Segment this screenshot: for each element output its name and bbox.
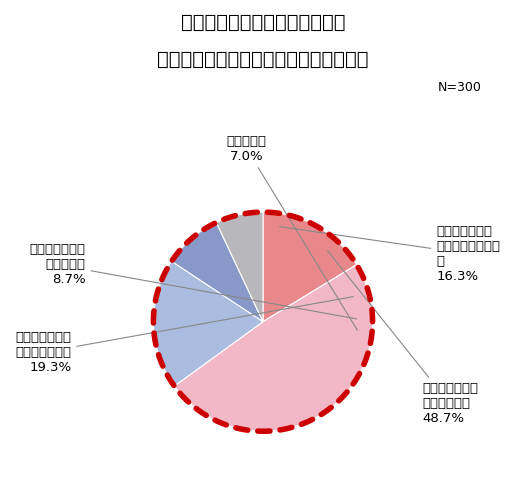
- Text: 必要な情報が不
足している
8.7%: 必要な情報が不 足している 8.7%: [29, 243, 357, 319]
- Text: やや必要な情報
が不足している
19.3%: やや必要な情報 が不足している 19.3%: [15, 296, 353, 374]
- Wedge shape: [174, 264, 372, 432]
- Wedge shape: [216, 212, 263, 322]
- Text: わからない
7.0%: わからない 7.0%: [227, 134, 357, 330]
- Wedge shape: [171, 222, 263, 322]
- Text: 必要な情報が提
供されている
48.7%: 必要な情報が提 供されている 48.7%: [328, 250, 478, 426]
- Text: 十分に必要な情
報が提供されてい
る
16.3%: 十分に必要な情 報が提供されてい る 16.3%: [279, 224, 500, 282]
- Text: N=300: N=300: [438, 81, 481, 94]
- Text: 【図１】マネジメントに必要な: 【図１】マネジメントに必要な: [181, 12, 345, 32]
- Wedge shape: [154, 261, 263, 386]
- Wedge shape: [263, 212, 357, 322]
- Text: 「経営数字データ」の提供（単数回答）: 「経営数字データ」の提供（単数回答）: [157, 50, 369, 69]
